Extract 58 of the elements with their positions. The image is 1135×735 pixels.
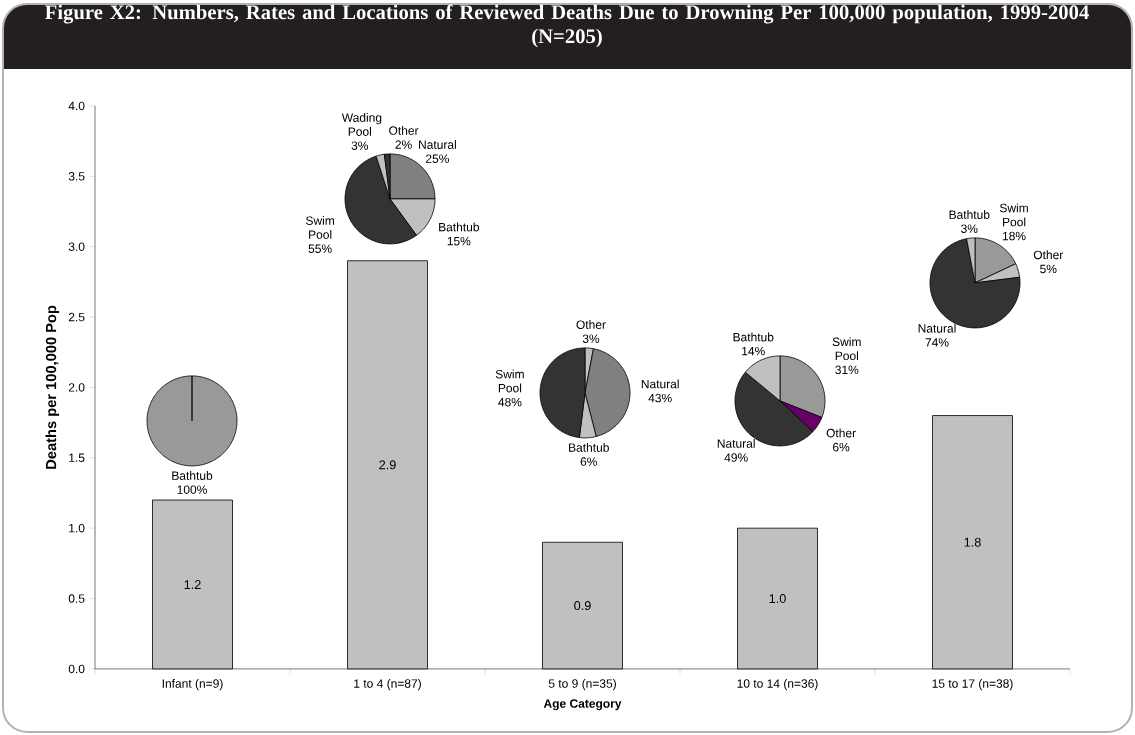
data-label: 3% [961,224,978,233]
y-tick-label: 2.0 [68,383,85,392]
data-label: 3% [351,141,369,150]
slice-label: Other [826,428,856,438]
chart-title: Figure X2: Numbers, Rates and Locations of Reviewed Deaths Due to Drowning Per 100,000 population, 1999-2004 (N=205) [45,4,1089,48]
data-label: 5% [1040,264,1057,274]
data-label: 1.2 [184,580,201,589]
slice-label: Bathtub [172,471,213,480]
data-label: 2.9 [379,460,396,470]
slice-label: Bathtub [569,443,609,452]
slice-label: Other [576,320,606,329]
data-label: 3% [582,334,600,343]
x-tick-label: 1 to 4 (n=87) [354,679,421,691]
data-label: 1.0 [769,594,786,604]
y-tick-label: 0.5 [68,594,85,603]
slice-label: Swim Pool [999,203,1028,227]
x-tick-label: Infant (n=9) [162,679,223,691]
slice-label: Natural [717,439,755,448]
x-tick-label: 15 to 17 (n=38) [932,679,1013,691]
data-label: 43% [648,393,672,403]
data-label: 48% [498,397,522,407]
y-axis-title: Deaths per 100,000 Pop [45,305,60,469]
data-label: 15% [447,236,471,246]
slice-label: Wading Pool [341,113,382,136]
data-label: 6% [833,442,850,452]
data-label: 31% [835,365,859,375]
data-label: 100% [177,485,207,494]
data-label: 25% [425,154,449,163]
slice-label: Bathtub [439,222,479,232]
data-label: 74% [925,338,949,347]
data-label: 1.8 [964,537,981,547]
data-label: 0.9 [574,601,591,611]
y-tick-label: 4.0 [68,101,85,111]
slice-label: Bathtub [733,332,774,342]
y-tick-label: 2.5 [68,312,85,322]
slice-label: Other [389,126,419,135]
slice-label: Natural [641,379,679,389]
x-tick-label: 5 to 9 (n=35) [548,679,616,691]
slice-label: Bathtub [949,210,990,219]
y-tick-label: 3.5 [68,172,85,181]
slice-label: Other [1033,250,1064,260]
y-tick-label: 1.5 [69,453,85,463]
data-label: 55% [308,244,332,253]
slice-label: Natural [419,140,456,149]
slice-label: Natural [918,323,956,333]
y-tick-label: 1.0 [69,523,85,533]
data-label: 6% [580,457,597,466]
data-label: 14% [742,347,765,356]
x-tick-label: 10 to 14 (n=36) [737,679,818,691]
slice-label: Swim Pool [495,369,524,393]
x-axis-title: Age Category [543,699,622,711]
data-label: 49% [724,453,748,462]
y-tick-label: 3.0 [68,242,85,251]
slice-label: Swim Pool [306,216,334,239]
slice-label: Swim Pool [832,337,861,361]
y-tick-label: 0.0 [68,664,85,674]
data-label: 2% [395,140,412,149]
data-label: 18% [1002,231,1026,241]
